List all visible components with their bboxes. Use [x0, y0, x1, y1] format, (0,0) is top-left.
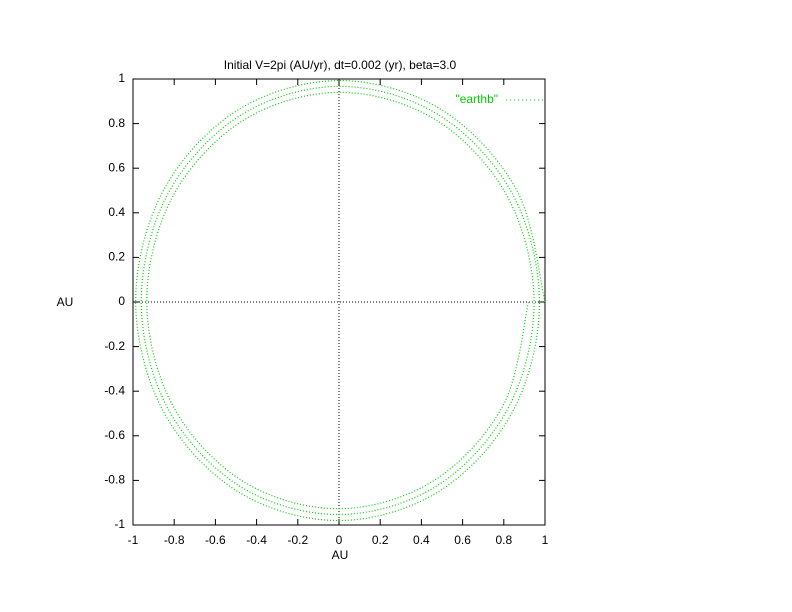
x-tick-label: -0.6	[205, 533, 226, 547]
chart-title: Initial V=2pi (AU/yr), dt=0.002 (yr), be…	[224, 58, 457, 72]
x-tick-label: -0.8	[164, 533, 185, 547]
x-tick-label: -0.4	[246, 533, 267, 547]
x-tick-label: 0.8	[495, 533, 512, 547]
y-axis-label: AU	[57, 295, 74, 309]
y-tick-label: -0.4	[104, 383, 125, 397]
orbit-line	[135, 79, 546, 522]
x-tick-label: 1	[542, 533, 549, 547]
y-tick-label: 0	[118, 294, 125, 308]
y-tick-label: -1	[114, 517, 125, 531]
y-tick-label: 1	[118, 71, 125, 85]
x-tick-label: 0.4	[413, 533, 430, 547]
legend-label: "earthb"	[455, 92, 498, 106]
x-tick-label: 0.6	[454, 533, 471, 547]
y-tick-label: 0.2	[108, 250, 125, 264]
x-tick-label: -0.2	[287, 533, 308, 547]
y-tick-label: -0.8	[104, 473, 125, 487]
y-tick-label: 0.8	[108, 116, 125, 130]
x-tick-label: -1	[128, 533, 139, 547]
y-tick-label: 0.6	[108, 160, 125, 174]
x-tick-label: 0.2	[372, 533, 389, 547]
y-tick-label: 0.4	[108, 205, 125, 219]
x-axis-label: AU	[332, 548, 349, 562]
x-tick-label: 0	[336, 533, 343, 547]
y-tick-label: -0.2	[104, 339, 125, 353]
y-tick-label: -0.6	[104, 428, 125, 442]
